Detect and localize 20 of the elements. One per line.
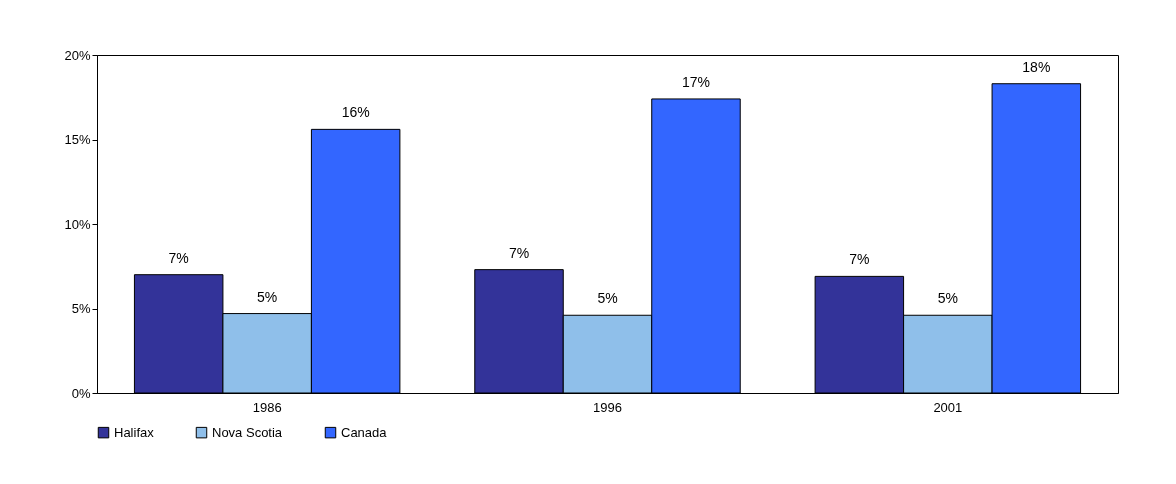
y-tick-label: 10%: [64, 216, 91, 232]
data-label: 5%: [937, 290, 958, 307]
y-tick-label: 5%: [71, 301, 91, 316]
y-tick-label: 15%: [64, 132, 91, 147]
data-label: 16%: [341, 104, 370, 121]
x-tick-label: 2001: [933, 399, 963, 415]
data-label: 5%: [597, 290, 618, 307]
legend-label: Canada: [341, 424, 388, 440]
legend-label: Halifax: [114, 424, 155, 440]
data-label: 18%: [1022, 58, 1051, 75]
data-label: 17%: [681, 73, 710, 90]
x-tick-label: 1986: [252, 399, 282, 415]
data-label: 7%: [508, 244, 530, 261]
x-tick-label: 1996: [593, 399, 622, 415]
legend-label: Nova Scotia: [212, 424, 283, 440]
data-label: 7%: [849, 251, 870, 268]
data-label: 7%: [168, 249, 189, 266]
y-tick-label: 0%: [71, 385, 91, 401]
data-label: 5%: [257, 288, 278, 305]
y-tick-label: 20%: [64, 47, 91, 63]
